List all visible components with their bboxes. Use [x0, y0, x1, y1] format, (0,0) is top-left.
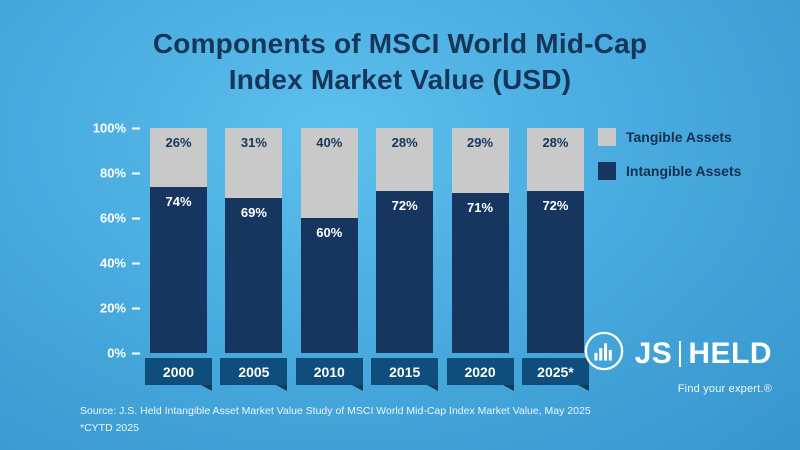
stacked-bar-2015: 28% 72% 2015 — [371, 128, 439, 391]
intangible-segment: 69% — [225, 197, 283, 353]
stacked-bar-2005: 31% 69% 2005 — [220, 128, 288, 391]
page-title: Components of MSCI World Mid-Cap Index M… — [0, 26, 800, 98]
tangible-value-label: 29% — [467, 135, 494, 150]
cytd-note: *CYTD 2025 — [80, 421, 139, 434]
tangible-value-label: 28% — [391, 135, 418, 150]
y-axis-tick-mark — [132, 307, 140, 309]
intangible-segment: 72% — [526, 191, 584, 353]
intangible-segment: 60% — [300, 218, 358, 353]
logo-divider — [679, 340, 682, 367]
y-axis-tick-label: 40% — [99, 255, 126, 271]
logo-text-js: JS — [634, 336, 673, 370]
intangible-value-label: 60% — [316, 225, 343, 240]
legend: Tangible Assets Intangible Assets — [598, 128, 741, 180]
legend-swatch — [598, 128, 616, 146]
pedestal-fold — [427, 385, 439, 391]
pedestal-fold — [201, 385, 212, 391]
intangible-segment: 74% — [150, 186, 207, 353]
intangible-segment: 72% — [376, 191, 434, 353]
tangible-segment: 31% — [225, 128, 283, 198]
legend-label: Intangible Assets — [626, 163, 742, 179]
logo-wordmark: JS HELD — [635, 337, 772, 371]
y-axis-tick-mark — [132, 217, 140, 219]
logo-chart-icon — [583, 330, 625, 377]
intangible-value-label: 71% — [467, 200, 494, 216]
plot-area: 26% 74% 2000 31% 69% 2005 40% 60% 2010 28% 72% 2015… — [145, 128, 589, 391]
title-line-1: Components of MSCI World Mid-Cap — [152, 28, 648, 59]
tangible-value-label: 31% — [240, 135, 267, 150]
legend-label: Tangible Assets — [626, 129, 732, 145]
legend-swatch — [598, 162, 616, 180]
title-line-2: Index Market Value (USD) — [228, 63, 572, 95]
stacked-bar-2010: 40% 60% 2010 — [295, 128, 363, 391]
pedestal-fold — [351, 385, 363, 391]
source-note: Source: J.S. Held Intangible Asset Marke… — [80, 403, 591, 437]
y-axis-tick-label: 80% — [99, 165, 126, 181]
y-axis-tick: 40% — [100, 256, 140, 271]
stacked-bar-2000: 26% 74% 2000 — [145, 128, 212, 391]
stacked-bar-2020: 29% 71% 2020 — [446, 128, 514, 391]
x-axis-year-label: 2010 — [295, 358, 363, 391]
x-axis-year-label: 2025* — [521, 358, 589, 391]
legend-item: Intangible Assets — [598, 162, 741, 180]
y-axis-tick-label: 100% — [92, 120, 126, 136]
y-axis-tick-mark — [132, 172, 140, 174]
source-line: Source: J.S. Held Intangible Asset Marke… — [80, 405, 591, 417]
jsheld-logo: JS HELD Find your expert.® — [583, 330, 772, 395]
intangible-value-label: 72% — [542, 198, 569, 213]
y-axis-tick-mark — [132, 352, 140, 354]
intangible-value-label: 74% — [165, 193, 192, 209]
tangible-segment: 40% — [300, 128, 358, 218]
legend-item: Tangible Assets — [598, 128, 741, 146]
tangible-segment: 28% — [526, 128, 584, 191]
y-axis-tick-label: 60% — [99, 210, 126, 226]
y-axis-tick-label: 0% — [107, 345, 126, 361]
intangible-value-label: 72% — [391, 198, 418, 213]
y-axis-tick: 80% — [100, 166, 140, 181]
tangible-value-label: 40% — [316, 135, 343, 150]
y-axis-tick: 100% — [93, 121, 140, 136]
tangible-value-label: 26% — [165, 135, 192, 150]
tangible-segment: 26% — [150, 128, 207, 187]
y-axis-tick: 60% — [100, 211, 140, 226]
logo-tagline: Find your expert.® — [677, 383, 772, 395]
tangible-value-label: 28% — [542, 135, 569, 150]
intangible-segment: 71% — [451, 193, 509, 353]
y-axis-tick: 0% — [107, 346, 140, 361]
y-axis-tick-label: 20% — [99, 300, 126, 316]
y-axis-tick-mark — [132, 127, 140, 129]
x-axis-year-label: 2005 — [220, 358, 288, 391]
stacked-bar-2025: 28% 72% 2025* — [521, 128, 589, 391]
y-axis-tick: 20% — [100, 301, 140, 316]
pedestal-fold — [502, 385, 514, 391]
pedestal-fold — [276, 385, 288, 391]
tangible-segment: 28% — [376, 128, 434, 191]
pedestal-fold — [577, 385, 589, 391]
logo-text-held: HELD — [688, 336, 772, 370]
x-axis-year-label: 2020 — [446, 358, 514, 391]
x-axis-year-label: 2000 — [145, 358, 212, 391]
intangible-value-label: 69% — [240, 204, 267, 220]
y-axis: 0% 20% 40% 60% 80% 100% — [84, 121, 140, 361]
y-axis-tick-mark — [132, 262, 140, 264]
x-axis-year-label: 2015 — [371, 358, 439, 391]
tangible-segment: 29% — [451, 128, 509, 194]
